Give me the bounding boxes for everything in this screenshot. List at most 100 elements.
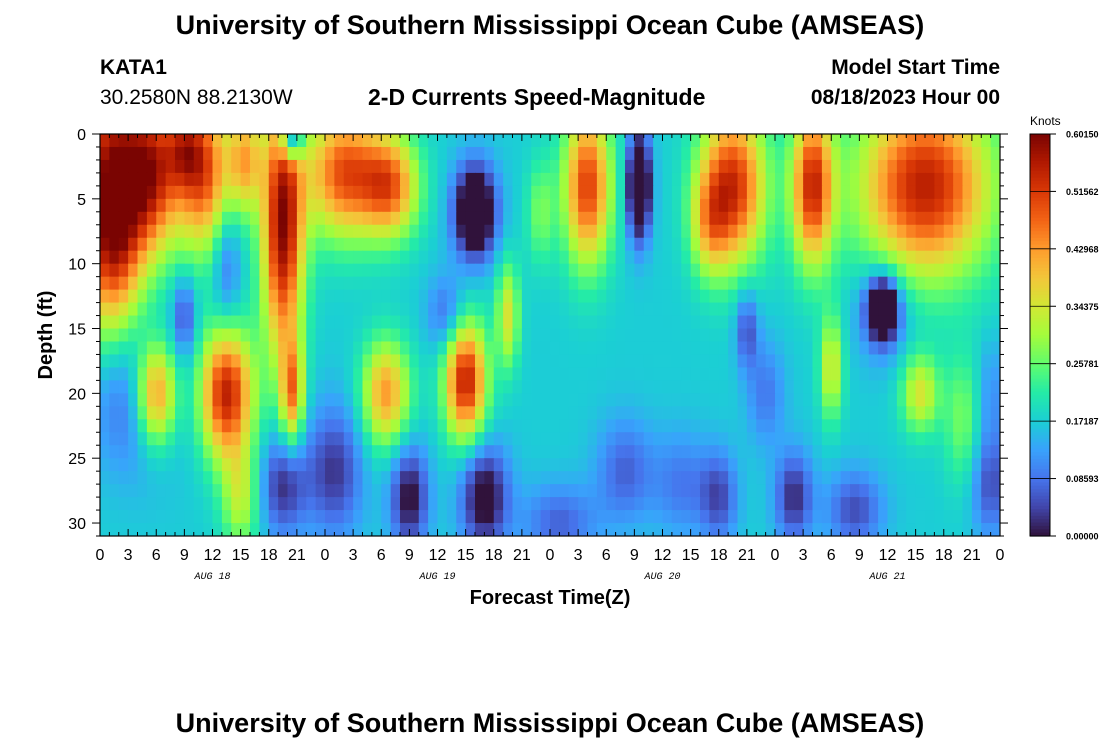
heatmap-cell [812, 263, 823, 278]
heatmap-cell [325, 315, 335, 330]
heatmap-cell [446, 380, 457, 394]
heatmap-cell [587, 393, 598, 407]
heatmap-cell [325, 172, 335, 187]
heatmap-cell [578, 315, 589, 330]
colorbar-segment [1030, 522, 1050, 527]
heatmap-cell [709, 146, 720, 161]
heatmap-cell [840, 211, 851, 226]
heatmap-cell [259, 510, 270, 524]
heatmap-cell [568, 211, 579, 226]
heatmap-cell [690, 276, 701, 291]
heatmap-cell [718, 523, 729, 536]
heatmap-cell [475, 497, 485, 511]
heatmap-cell [165, 471, 176, 485]
heatmap-cell [362, 484, 373, 498]
colorbar-segment [1030, 438, 1050, 443]
heatmap-cell [803, 510, 814, 524]
heatmap-cell [371, 523, 382, 536]
heatmap-cell [306, 328, 317, 343]
heatmap-cell [278, 393, 289, 407]
heatmap-cell [128, 263, 139, 278]
colorbar-segment [1030, 475, 1050, 480]
heatmap-cell [915, 328, 926, 343]
heatmap-cell [850, 159, 860, 174]
heatmap-cell [943, 367, 954, 381]
colorbar-tick-label: 0.60150 [1066, 130, 1099, 140]
heatmap-cell [718, 198, 729, 213]
heatmap-cell [606, 237, 617, 252]
heatmap-cell [878, 211, 889, 226]
colorbar-segment [1030, 432, 1050, 437]
heatmap-cell [878, 185, 889, 200]
heatmap-cell [559, 471, 570, 485]
heatmap-cell [737, 237, 748, 252]
heatmap-cell [268, 367, 279, 381]
heatmap-cell [446, 263, 457, 278]
heatmap-cell [334, 146, 345, 161]
heatmap-cell [268, 406, 279, 420]
heatmap-cell [850, 471, 860, 485]
heatmap-cell [175, 367, 185, 381]
heatmap-cell [268, 393, 279, 407]
heatmap-cell [728, 185, 739, 200]
heatmap-cell [587, 380, 598, 394]
heatmap-cell [615, 302, 626, 317]
heatmap-cell [578, 341, 589, 356]
heatmap-cell [793, 445, 804, 459]
heatmap-cell [503, 458, 514, 472]
heatmap-cell [812, 185, 823, 200]
heatmap-cell [400, 198, 410, 213]
heatmap-cell [878, 432, 889, 446]
heatmap-cell [990, 523, 1000, 536]
heatmap-cell [831, 289, 842, 304]
colorbar-segment [1030, 529, 1050, 534]
heatmap-cell [775, 432, 785, 446]
heatmap-cell [887, 471, 898, 485]
heatmap-cell [371, 380, 382, 394]
heatmap-cell [475, 341, 485, 356]
heatmap-cell [700, 445, 710, 459]
heatmap-cell [193, 211, 204, 226]
heatmap-cell [981, 263, 992, 278]
heatmap-cell [540, 458, 551, 472]
heatmap-cell [962, 341, 973, 356]
heatmap-cell [728, 198, 739, 213]
heatmap-cell [334, 497, 345, 511]
heatmap-cell [859, 432, 870, 446]
heatmap-cell [465, 523, 476, 536]
heatmap-cell [381, 367, 392, 381]
heatmap-cell [840, 419, 851, 433]
heatmap-cell [775, 263, 785, 278]
heatmap-cell [596, 393, 607, 407]
heatmap-cell [812, 237, 823, 252]
heatmap-cell [278, 237, 289, 252]
heatmap-cell [446, 250, 457, 265]
heatmap-cell [371, 146, 382, 161]
heatmap-cell [212, 341, 223, 356]
heatmap-cell [540, 289, 551, 304]
heatmap-cell [728, 484, 739, 498]
heatmap-cell [521, 146, 532, 161]
heatmap-cell [681, 224, 692, 239]
heatmap-cell [512, 393, 523, 407]
heatmap-cell [428, 458, 439, 472]
heatmap-cell [268, 341, 279, 356]
heatmap-cell [146, 315, 157, 330]
heatmap-cell [437, 289, 448, 304]
heatmap-cell [775, 250, 785, 265]
heatmap-cell [250, 380, 260, 394]
heatmap-cell [362, 146, 373, 161]
heatmap-cell [793, 276, 804, 291]
heatmap-cell [193, 263, 204, 278]
colorbar-segment [1030, 170, 1050, 175]
heatmap-cell [606, 250, 617, 265]
heatmap-cell [896, 367, 907, 381]
heatmap-cell [728, 328, 739, 343]
heatmap-cell [231, 393, 242, 407]
heatmap-cell [231, 134, 242, 148]
colorbar-segment [1030, 281, 1050, 286]
heatmap-cell [456, 406, 467, 420]
heatmap-cell [803, 146, 814, 161]
heatmap-cell [381, 341, 392, 356]
heatmap-cell [381, 328, 392, 343]
